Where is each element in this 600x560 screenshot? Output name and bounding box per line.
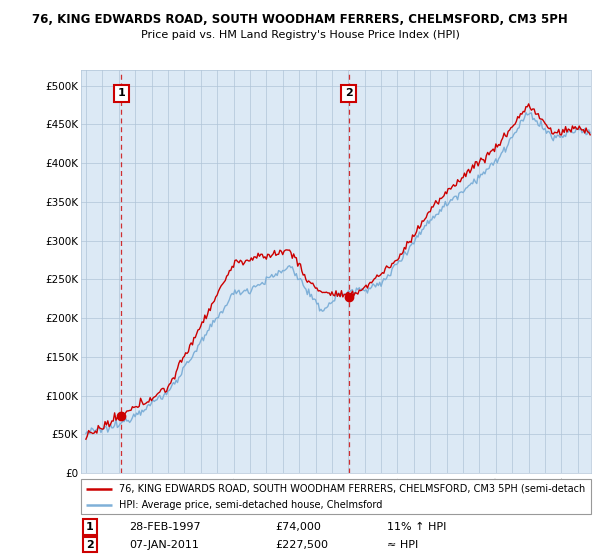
Text: 1: 1: [86, 522, 94, 532]
Text: 1: 1: [118, 88, 125, 98]
Text: 76, KING EDWARDS ROAD, SOUTH WOODHAM FERRERS, CHELMSFORD, CM3 5PH (semi-detach: 76, KING EDWARDS ROAD, SOUTH WOODHAM FER…: [119, 484, 586, 494]
Text: 2: 2: [345, 88, 353, 98]
FancyBboxPatch shape: [81, 479, 591, 514]
Text: 11% ↑ HPI: 11% ↑ HPI: [387, 522, 446, 532]
Text: ≈ HPI: ≈ HPI: [387, 540, 418, 550]
Text: 28-FEB-1997: 28-FEB-1997: [130, 522, 201, 532]
Text: £227,500: £227,500: [275, 540, 328, 550]
Text: 2: 2: [86, 540, 94, 550]
Text: 07-JAN-2011: 07-JAN-2011: [130, 540, 199, 550]
Text: HPI: Average price, semi-detached house, Chelmsford: HPI: Average price, semi-detached house,…: [119, 500, 383, 510]
Text: Price paid vs. HM Land Registry's House Price Index (HPI): Price paid vs. HM Land Registry's House …: [140, 30, 460, 40]
Text: 76, KING EDWARDS ROAD, SOUTH WOODHAM FERRERS, CHELMSFORD, CM3 5PH: 76, KING EDWARDS ROAD, SOUTH WOODHAM FER…: [32, 13, 568, 26]
Text: £74,000: £74,000: [275, 522, 320, 532]
